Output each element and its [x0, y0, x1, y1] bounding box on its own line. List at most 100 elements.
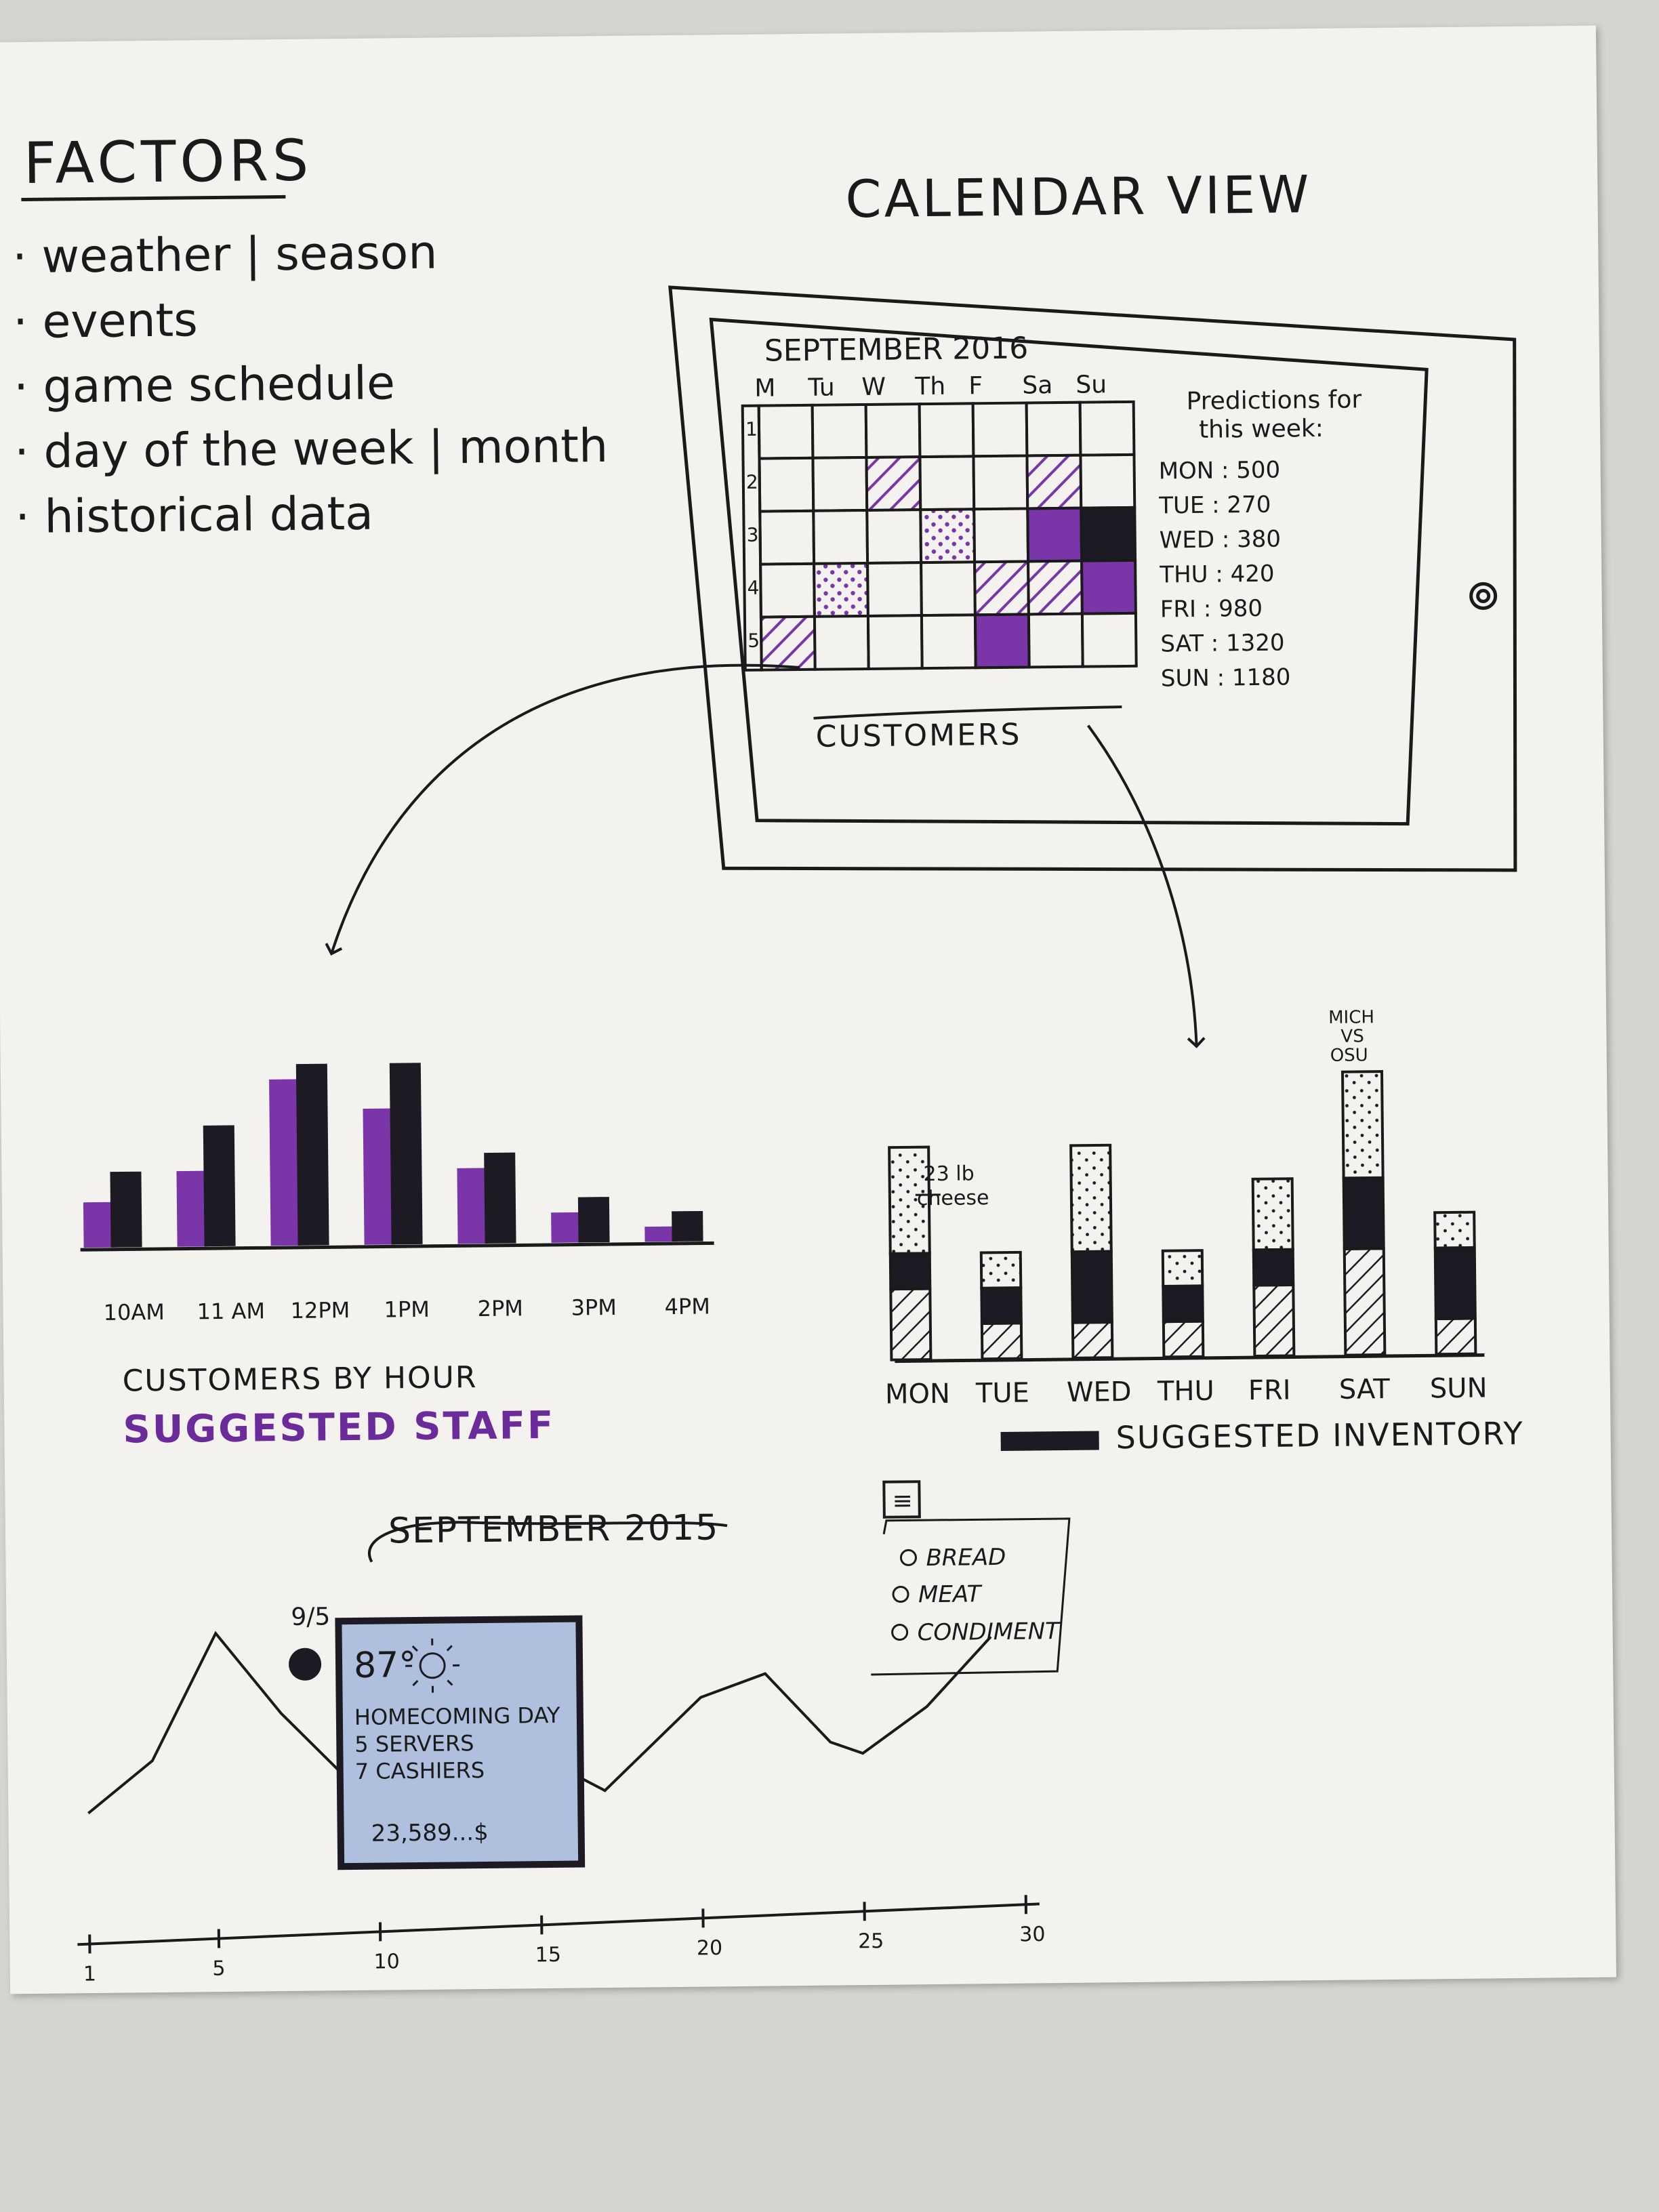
- inventory-bar-segment: [1162, 1319, 1205, 1359]
- day-detail-card: 87° HOMECOMING DAY 5 SERVERS 7 CASHIERS …: [335, 1615, 586, 1870]
- inventory-bar-segment: [980, 1322, 1023, 1361]
- inventory-bar-segment: [1071, 1320, 1114, 1359]
- calendar-day-cell[interactable]: [971, 401, 1029, 458]
- timeline-marker[interactable]: [289, 1647, 322, 1681]
- inventory-tick-labels: MON TUE WED THU FRI SAT SUN: [885, 1372, 1488, 1410]
- game-annotation-line2: VS: [1340, 1026, 1364, 1046]
- predictions-title-line1: Predictions for: [1186, 386, 1361, 415]
- timeline-tick-label: 10: [373, 1950, 400, 1973]
- staff-bar: [672, 1210, 703, 1242]
- calendar-day-cell[interactable]: [1080, 506, 1137, 562]
- timeline-tick-label: 20: [697, 1936, 723, 1960]
- timeline-tick-label: 1: [83, 1962, 96, 1986]
- calendar-day-cell[interactable]: [812, 508, 869, 565]
- calendar-day-cell[interactable]: [1025, 453, 1083, 510]
- tablet-frame: [668, 285, 1517, 872]
- calendar-day-cell[interactable]: [1027, 559, 1084, 616]
- calendar-day-cell[interactable]: [813, 614, 870, 671]
- calendar-day-cell[interactable]: [973, 613, 1031, 670]
- calendar-day-cell[interactable]: [757, 403, 815, 460]
- inventory-tick-label: TUE: [975, 1378, 1029, 1410]
- inventory-bar-segment: [1434, 1317, 1477, 1356]
- calendar-day-cell[interactable]: [865, 455, 922, 512]
- timeline-marker-label: 9/5: [291, 1603, 330, 1631]
- staff-bar: [295, 1063, 329, 1246]
- calendar-week-number: 2: [746, 471, 758, 493]
- calendar-day-cell[interactable]: [918, 455, 976, 512]
- inventory-tick-label: MON: [885, 1378, 950, 1410]
- legend-item-condiment[interactable]: CONDIMENT: [891, 1618, 1061, 1647]
- calendar-day-cell[interactable]: [758, 456, 815, 513]
- calendar-day-cell[interactable]: [865, 508, 923, 565]
- calendar-day-cell[interactable]: [918, 402, 975, 459]
- sketch-canvas: SEPTEMBER 2016 M Tu W Th F Sa Su 1 2 3 4 5 CUSTOME…: [77, 285, 1524, 1986]
- calendar-day-cell[interactable]: [759, 562, 816, 619]
- calendar-day-cell[interactable]: [1080, 611, 1138, 668]
- staff-tick-label: 10AM: [103, 1299, 165, 1326]
- prediction-row: SAT : 1320: [1160, 630, 1285, 658]
- calendar-day-cell[interactable]: [973, 560, 1030, 617]
- calendar-day-cell[interactable]: [1080, 558, 1137, 615]
- calendar-day-header: Th: [914, 373, 945, 401]
- menu-icon: ≡: [892, 1487, 913, 1515]
- calendar-day-cell[interactable]: [1025, 401, 1082, 457]
- inventory-bar-segment: [1343, 1247, 1387, 1357]
- legend-item-meat[interactable]: MEAT: [892, 1580, 983, 1608]
- calendar-day-cell[interactable]: [972, 454, 1029, 511]
- staff-bars: [83, 1063, 703, 1248]
- legend-frame: [871, 1517, 1071, 1676]
- calendar-footer-label: CUSTOMERS: [816, 718, 1022, 754]
- legend-menu-button[interactable]: [882, 1480, 921, 1519]
- timeline-tick-label: 5: [212, 1957, 225, 1980]
- legend-item-bread[interactable]: BREAD: [899, 1544, 1006, 1572]
- inventory-tick-label: SAT: [1339, 1374, 1391, 1406]
- legend-item-label: BREAD: [926, 1544, 1006, 1572]
- calendar-day-cell[interactable]: [811, 455, 869, 512]
- staff-tick-label: 3PM: [571, 1294, 617, 1321]
- staff-tick-label: 4PM: [664, 1293, 710, 1319]
- calendar-day-cell[interactable]: [1078, 400, 1136, 457]
- calendar-day-cell[interactable]: [919, 508, 977, 565]
- calendar-day-cell[interactable]: [759, 615, 817, 672]
- calendar-day-cell[interactable]: [866, 561, 923, 617]
- scribbled-out-word: [1000, 1431, 1099, 1451]
- inventory-legend: ≡ BREAD MEAT CONDIMENT: [871, 1480, 1071, 1676]
- calendar-month: SEPTEMBER 2016 M Tu W Th F Sa Su 1 2 3 4 5 CUSTOME…: [741, 331, 1138, 754]
- tablet-home-button[interactable]: [1468, 581, 1498, 611]
- legend-item-label: CONDIMENT: [917, 1618, 1061, 1646]
- prediction-row: THU : 420: [1159, 560, 1275, 589]
- timeline-tick-label: 25: [858, 1929, 884, 1953]
- prediction-row: MON : 500: [1158, 457, 1280, 485]
- calendar-week-number: 3: [746, 524, 758, 546]
- staff-tick-label: 12PM: [290, 1297, 350, 1324]
- day-card-event: HOMECOMING DAY: [354, 1702, 560, 1730]
- inventory-bar-segment: [888, 1145, 931, 1255]
- calendar-day-cell[interactable]: [1027, 612, 1084, 669]
- calendar-day-cell[interactable]: [1026, 506, 1084, 563]
- calendar-day-cell[interactable]: [1079, 453, 1136, 510]
- staff-chart-title: CUSTOMERS BY HOUR: [122, 1360, 477, 1398]
- cheese-annotation-line1: 23 lb: [923, 1162, 974, 1186]
- calendar-day-cell[interactable]: [920, 613, 977, 670]
- day-card-servers: 5 SERVERS: [354, 1730, 474, 1757]
- calendar-day-cell[interactable]: [813, 561, 869, 618]
- inventory-bar-segment: [1252, 1283, 1296, 1358]
- prediction-row: TUE : 270: [1158, 491, 1271, 520]
- staff-tick-label: 11 AM: [197, 1298, 265, 1324]
- calendar-day-cell[interactable]: [811, 403, 868, 459]
- staff-bar: [577, 1197, 610, 1243]
- calendar-day-cell[interactable]: [758, 509, 816, 566]
- staff-bar: [203, 1125, 236, 1247]
- predictions-title-line2: this week:: [1199, 415, 1324, 444]
- legend-item-label: MEAT: [918, 1580, 983, 1608]
- calendar-day-cell[interactable]: [866, 614, 924, 670]
- inventory-bar-segment: [888, 1252, 932, 1291]
- calendar-day-cell[interactable]: [920, 560, 977, 617]
- inventory-bar-segment: [1433, 1210, 1476, 1250]
- calendar-day-cell[interactable]: [864, 403, 922, 459]
- calendar-day-cell[interactable]: [972, 507, 1030, 564]
- customers-bracket: [813, 705, 1122, 720]
- staff-bar: [457, 1168, 489, 1244]
- staff-bar: [484, 1152, 516, 1244]
- inventory-bar-segment: [1433, 1246, 1477, 1321]
